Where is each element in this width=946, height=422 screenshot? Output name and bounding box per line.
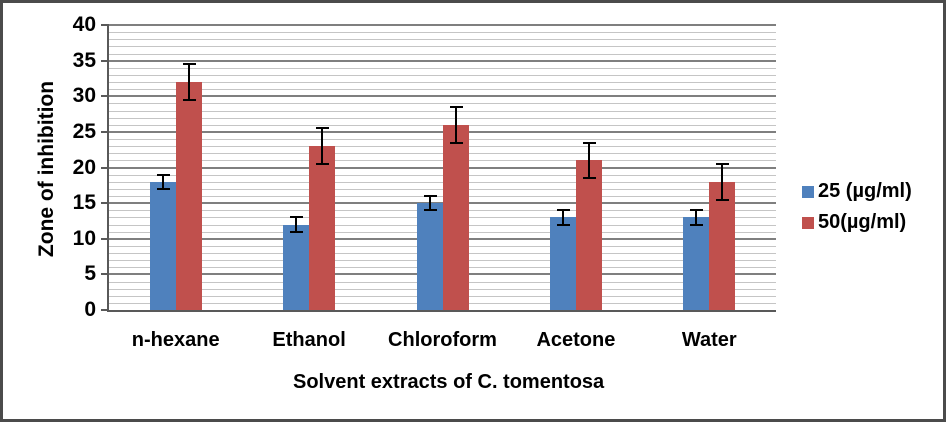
y-tick-label: 10 (72, 226, 96, 250)
gridline-minor (109, 46, 776, 48)
error-bar-cap-bottom (290, 230, 304, 233)
legend: 25 (µg/ml) 50(µg/ml) (802, 179, 912, 235)
y-tick-label: 20 (72, 155, 96, 179)
y-axis-tick (101, 95, 109, 98)
x-category-label: Chloroform (388, 329, 497, 351)
legend-label-25: 25 (µg/ml) (818, 180, 912, 202)
bar-50-Chloroform (442, 124, 469, 311)
error-bar-line (161, 174, 164, 189)
error-bar-cap-top (449, 105, 463, 108)
legend-swatch-25-icon (802, 185, 814, 198)
bar-chart: Zone of inhibition 0 5 10 15 20 25 30 35 40 n-hex… (3, 3, 943, 419)
error-bar-cap-top (423, 195, 437, 197)
y-axis-tick (101, 59, 109, 62)
bar-50-Acetone (575, 160, 602, 310)
bar-50-Water (709, 181, 736, 311)
y-tick-label: 35 (72, 48, 96, 72)
y-tick-label: 25 (72, 119, 96, 143)
bar-25-n-hexane (149, 181, 176, 311)
bar-50-n-hexane (175, 82, 202, 310)
bar-25-Acetone (549, 217, 576, 310)
y-tick-label: 30 (72, 84, 96, 108)
error-bar-cap-bottom (449, 141, 463, 144)
error-bar-cap-bottom (556, 223, 570, 226)
gridline-minor (109, 53, 776, 55)
error-bar-cap-top (290, 216, 304, 219)
y-axis-tick (101, 130, 109, 133)
error-bar-cap-bottom (156, 187, 170, 190)
gridline-minor (109, 110, 776, 112)
bar-25-Water (683, 217, 710, 310)
y-axis-tick (101, 309, 109, 311)
legend-label-50: 50(µg/ml) (818, 211, 907, 233)
error-bar-line (695, 210, 698, 225)
bar-25-Ethanol (283, 224, 310, 310)
error-bar-line (721, 163, 724, 200)
y-tick-label: 0 (84, 298, 96, 321)
error-bar-line (295, 217, 298, 232)
gridline-minor (109, 82, 776, 83)
error-bar-cap-top (716, 162, 730, 165)
y-axis-line (107, 25, 109, 312)
error-bar-line (321, 128, 324, 164)
y-tick-label: 40 (72, 13, 96, 36)
gridline-minor (109, 39, 776, 41)
error-bar-cap-top (182, 63, 196, 66)
bar-25-Chloroform (416, 203, 443, 310)
gridline-minor (109, 103, 776, 105)
y-tick-label: 5 (84, 262, 96, 286)
gridline-major (109, 24, 776, 26)
gridline-minor (109, 117, 776, 119)
gridline-minor (109, 67, 776, 69)
y-axis-tick (101, 273, 109, 276)
y-axis-tick (101, 166, 109, 169)
error-bar-cap-bottom (316, 162, 330, 165)
y-axis-tick (101, 24, 109, 26)
error-bar-cap-top (690, 209, 704, 212)
x-category-label: Ethanol (272, 329, 346, 351)
error-bar-cap-top (316, 127, 330, 130)
y-axis-tick (101, 237, 109, 240)
error-bar-line (187, 64, 190, 100)
x-axis-title: Solvent extracts of C. tomentosa (293, 371, 605, 393)
x-category-label: Water (681, 329, 737, 351)
gridline-major (109, 59, 776, 62)
y-tick-label: 15 (72, 191, 96, 215)
legend-item-50: 50(µg/ml) (802, 210, 912, 235)
error-bar-cap-bottom (690, 223, 704, 226)
error-bar-cap-top (156, 173, 170, 176)
legend-swatch-50-icon (802, 216, 814, 229)
bar-50-Ethanol (309, 146, 336, 310)
x-category-label: n-hexane (131, 329, 220, 351)
error-bar-cap-bottom (423, 209, 437, 212)
gridline-minor (109, 89, 776, 91)
x-category-label: Acetone (536, 329, 616, 351)
error-bar-line (587, 142, 590, 179)
legend-item-25: 25 (µg/ml) (802, 179, 912, 204)
error-bar-line (428, 196, 431, 211)
gridline-major (109, 95, 776, 98)
gridline-minor (109, 32, 776, 34)
error-bar-cap-bottom (582, 177, 596, 180)
error-bar-cap-top (556, 209, 570, 212)
y-axis-tick (101, 202, 109, 205)
error-bar-cap-bottom (716, 198, 730, 201)
error-bar-cap-bottom (182, 98, 196, 101)
error-bar-line (561, 210, 564, 225)
error-bar-cap-top (582, 141, 596, 144)
error-bar-line (454, 106, 457, 143)
gridline-minor (109, 74, 776, 76)
x-axis-line (107, 310, 776, 312)
